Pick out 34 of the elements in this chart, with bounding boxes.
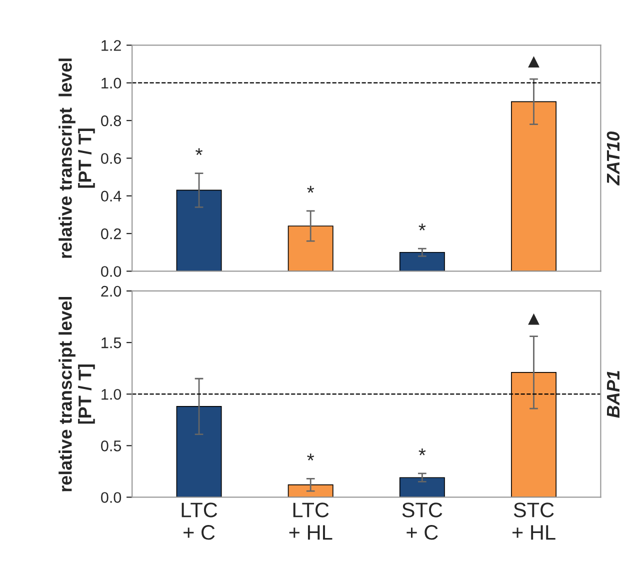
x-tick-label: STC + HL [512,502,556,540]
y-tick-label: 1.0 [102,388,122,400]
annotation: * [418,224,426,230]
y-tick-label: 0.0 [101,266,122,277]
bar [176,190,222,272]
annotation: ▲ [528,56,540,68]
y-tick-label: 0.6 [101,153,122,164]
annotation: * [418,448,426,456]
y-tick-label: 0.2 [101,228,121,240]
y-tick-label: 2.0 [101,286,122,297]
y-tick-label: 0.8 [101,115,122,126]
annotation: ▲ [528,313,540,325]
y-tick-label: 1.0 [102,78,122,89]
y-tick-label: 1.2 [102,40,121,51]
bar [399,477,445,498]
bar [288,226,334,272]
x-tick-label: LTC + HL [289,502,332,540]
y-tick-label: 1.5 [102,338,122,348]
y-tick-label: 0.4 [101,190,122,202]
annotation: * [196,148,203,156]
y-tick-label: 0.5 [101,440,122,452]
bar [511,101,556,272]
annotation: * [307,454,314,460]
bar [288,484,334,498]
y-axis-title: relative transcript level [PT / T] [58,58,95,258]
y-tick-label: 0.0 [101,492,122,503]
x-tick-label: STC + C [402,502,442,540]
bar [399,252,445,272]
y2-axis-title: BAP1 [607,370,620,418]
y-axis-title: relative transcript level [PT / T] [58,297,95,492]
annotation: * [307,186,314,193]
y2-axis-title: ZAT10 [606,131,620,186]
x-tick-label: LTC + C [182,502,218,540]
bar [176,406,222,498]
